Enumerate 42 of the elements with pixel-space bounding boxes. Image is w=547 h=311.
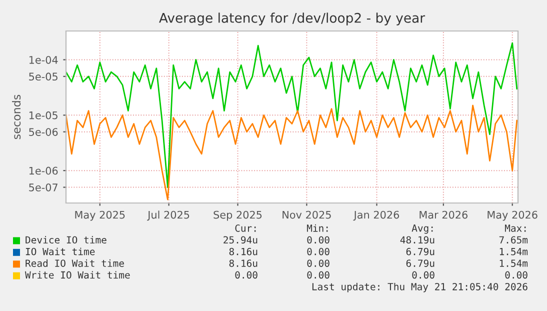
text: 6.79u xyxy=(406,260,434,267)
text: 0.00 xyxy=(412,271,434,279)
text: Min: xyxy=(306,224,328,232)
x-tick-label: May 2026 xyxy=(488,210,538,221)
text: 0.00 xyxy=(307,248,330,256)
x-tick-label: Jul 2025 xyxy=(147,210,190,221)
text: 8.16u xyxy=(229,248,258,256)
y-tick-label: 1e-04 xyxy=(29,56,58,64)
text: 0.00 xyxy=(307,236,330,244)
text: 0.00 xyxy=(307,260,330,267)
line-series xyxy=(66,104,518,200)
chart-title: Average latency for /dev/loop2 - by year xyxy=(159,12,426,26)
text: 8.16u xyxy=(229,260,258,267)
text: Cur: xyxy=(235,224,256,232)
x-tick-label: Nov 2025 xyxy=(282,210,331,219)
legend-label: Write IO Wait time xyxy=(25,271,130,279)
x-tick-label: May 2025 xyxy=(75,210,125,221)
y-axis-title: seconds xyxy=(12,94,21,140)
x-tick-label: Jan 2026 xyxy=(353,210,400,221)
text: 1.54m xyxy=(500,248,528,256)
x-tick-label: Mar 2026 xyxy=(420,210,468,219)
y-tick-label: 5e-07 xyxy=(29,183,58,192)
y-tick-label: 1e-06 xyxy=(29,166,58,175)
text: Max: xyxy=(504,224,526,232)
text: 48.19u xyxy=(400,236,434,244)
y-tick-label: 5e-05 xyxy=(29,72,58,81)
text: Avg: xyxy=(412,224,433,234)
text: Last update: Thu May 21 21:05:40 2026 xyxy=(312,282,528,292)
text: 0.00 xyxy=(505,271,528,279)
legend-label: Device IO time xyxy=(26,236,106,244)
legend-label: Read IO Wait time xyxy=(26,259,124,267)
text: 0.00 xyxy=(307,271,330,279)
legend-label: IO Wait time xyxy=(26,248,95,256)
text: 7.65m xyxy=(499,236,528,244)
x-tick-label: Sep 2025 xyxy=(214,210,262,221)
text: 0.00 xyxy=(235,271,258,279)
text: 25.94u xyxy=(224,236,258,244)
y-tick-label: 5e-06 xyxy=(29,128,58,136)
text: 6.79u xyxy=(406,248,434,256)
line-series xyxy=(66,42,518,188)
y-tick-label: 1e-05 xyxy=(29,111,58,120)
text: 1.54m xyxy=(500,260,528,267)
